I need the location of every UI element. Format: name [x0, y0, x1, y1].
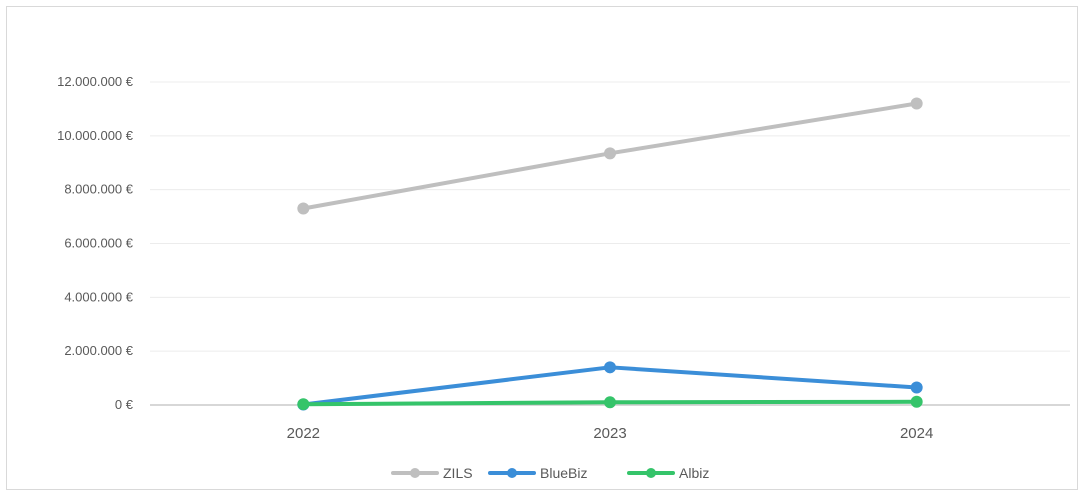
series-lines — [297, 97, 923, 411]
legend-marker-albiz — [646, 468, 656, 478]
gridlines — [150, 81, 1070, 352]
legend-label-albiz: Albiz — [679, 465, 709, 481]
y-tick-label: 12.000.000 € — [57, 74, 134, 89]
y-tick-label: 2.000.000 € — [64, 343, 133, 358]
y-tick-label: 4.000.000 € — [64, 289, 133, 304]
data-point-bluebiz — [604, 361, 616, 374]
legend-marker-zils — [410, 468, 420, 478]
legend-marker-bluebiz — [507, 468, 517, 478]
data-point-albiz — [297, 398, 310, 411]
data-point-bluebiz — [910, 381, 923, 394]
data-point-zils — [910, 97, 923, 110]
data-point-albiz — [604, 396, 616, 409]
data-point-zils — [297, 202, 310, 215]
x-tick-label: 2024 — [900, 425, 933, 442]
x-tick-label: 2023 — [593, 425, 626, 442]
legend: ZILS BlueBiz Albiz — [391, 465, 709, 481]
y-tick-label: 10.000.000 € — [57, 128, 134, 143]
legend-label-zils: ZILS — [443, 465, 473, 481]
legend-label-bluebiz: BlueBiz — [540, 465, 587, 481]
chart-frame — [6, 6, 1078, 490]
x-tick-label: 2022 — [287, 425, 320, 442]
y-tick-label: 0 € — [115, 397, 134, 412]
y-tick-label: 6.000.000 € — [64, 236, 133, 251]
data-point-zils — [604, 147, 616, 160]
y-tick-label: 8.000.000 € — [64, 182, 133, 197]
data-point-albiz — [910, 395, 923, 408]
